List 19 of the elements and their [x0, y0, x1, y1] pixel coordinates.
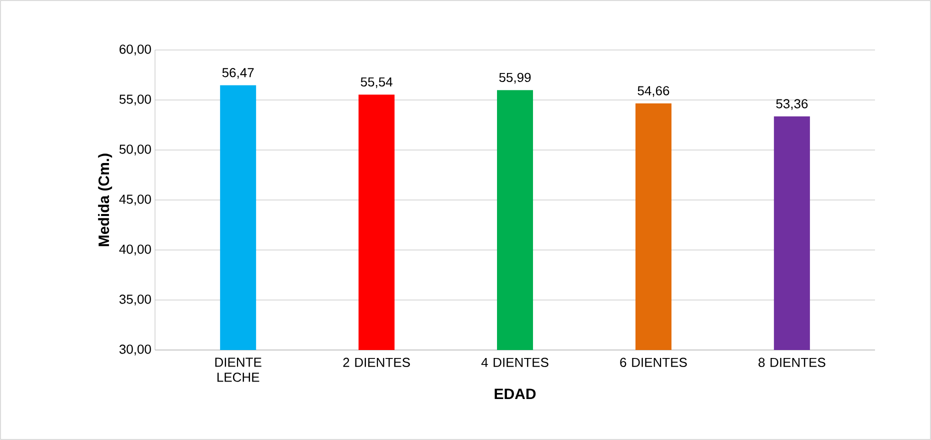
data-label: 55,54	[360, 77, 392, 88]
x-tick-label: 8 DIENTES	[758, 358, 826, 368]
x-axis-title: EDAD	[494, 388, 536, 400]
y-tick-label: 30,00	[119, 344, 151, 356]
x-tick-label: DIENTE LECHE	[215, 358, 262, 382]
data-label: 54,66	[638, 86, 670, 97]
y-tick-label: 35,00	[119, 294, 151, 306]
y-axis-title: Medida (Cm.)	[98, 154, 112, 246]
x-tick-label: 2 DIENTES	[343, 358, 410, 368]
y-tick-label: 60,00	[120, 44, 151, 56]
data-label: 56,47	[222, 68, 254, 79]
y-tick-label: 50,00	[119, 144, 151, 156]
y-tick-label: 40,00	[119, 244, 151, 256]
data-label: 55,99	[499, 72, 531, 84]
y-tick-label: 45,00	[119, 194, 151, 206]
x-tick-label: 4 DIENTES	[481, 358, 548, 368]
y-tick-label: 55,00	[119, 94, 151, 106]
x-tick-label: 6 DIENTES	[620, 358, 687, 368]
data-label: 53,36	[776, 99, 808, 110]
